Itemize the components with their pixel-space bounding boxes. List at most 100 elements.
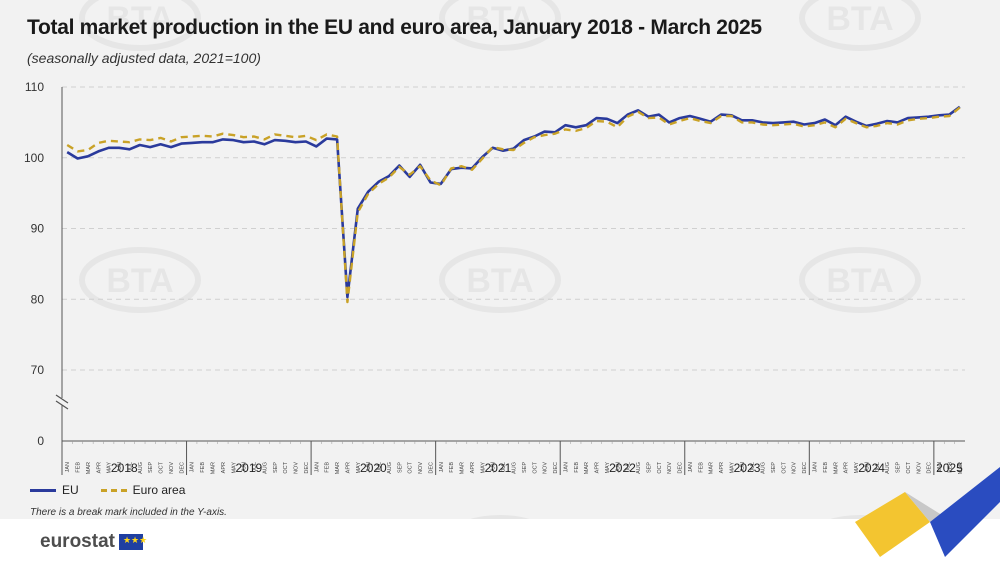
x-tick-label: SEP (273, 462, 279, 473)
eurostat-wordmark: eurostat (40, 531, 115, 552)
watermark-text: BTA (826, 262, 893, 300)
x-tick-label: NOV (792, 462, 798, 474)
watermark-ring (827, 515, 893, 520)
x-tick-label: JUN (491, 462, 497, 473)
x-tick-label: JUL (252, 462, 258, 472)
x-tick-label: AUG (512, 462, 518, 474)
break-note: There is a break mark included in the Y-… (30, 507, 227, 518)
x-tick-label: AUG (262, 462, 268, 474)
x-tick-label: MAR (709, 462, 715, 474)
x-tick-label: OCT (657, 461, 663, 473)
x-tick-label: JAN (65, 462, 71, 472)
year-label: 2018 (111, 461, 138, 475)
x-tick-label: DEC (304, 462, 310, 474)
x-tick-label: MAY (729, 462, 735, 474)
x-tick-label: AUG (138, 462, 144, 474)
x-tick-label: DEC (927, 462, 933, 474)
year-label: 2025 (936, 461, 963, 475)
x-tick-label: AUG (761, 462, 767, 474)
x-tick-label: JAN (563, 462, 569, 472)
x-tick-label: MAY (480, 462, 486, 474)
x-tick-label: OCT (408, 461, 414, 473)
x-tick-label: OCT (159, 461, 165, 473)
x-tick-label: APR (221, 462, 227, 473)
x-tick-label: FEB (449, 462, 455, 473)
x-tick-label: JUN (242, 462, 248, 473)
x-tick-label: MAR (833, 462, 839, 474)
x-tick-label: JUL (626, 462, 632, 472)
watermark-ring (439, 0, 561, 51)
x-tick-label: NOV (169, 462, 175, 474)
x-tick-label: FEB (947, 462, 953, 473)
year-label: 2022 (609, 461, 636, 475)
watermark-text: BTA (466, 262, 533, 300)
x-tick-label: JUN (740, 462, 746, 473)
watermark-icon: BTA (439, 0, 561, 51)
x-tick-label: OCT (283, 461, 289, 473)
x-tick-label: JAN (937, 462, 943, 472)
line-chart: BTA BTA BTA BTA BTA BTA BTA BTA BTA 0 70 80 90 100 11… (24, 0, 965, 520)
x-tick-label: JAN (190, 462, 196, 472)
x-tick-label: APR (96, 462, 102, 473)
x-tick-label: SEP (896, 462, 902, 473)
year-label: 2021 (485, 461, 512, 475)
x-tick-label: MAR (460, 462, 466, 474)
x-tick-label: DEC (802, 462, 808, 474)
x-tick-label: JAN (688, 462, 694, 472)
x-tick-label: MAR (86, 462, 92, 474)
x-tick-label: NOV (294, 462, 300, 474)
x-tick-label: NOV (418, 462, 424, 474)
series-euro-area-line (66, 106, 961, 304)
x-tick-label: AUG (885, 462, 891, 474)
x-tick-label: FEB (200, 462, 206, 473)
y-tick-label: 70 (31, 363, 45, 377)
x-tick-label: AUG (636, 462, 642, 474)
watermark-ring (799, 247, 921, 313)
year-label: 2024 (858, 461, 885, 475)
x-tick-label: SEP (646, 462, 652, 473)
footer-band (0, 519, 1000, 562)
corner-ribbon-icon (855, 467, 1000, 557)
x-tick-label: JUN (117, 462, 123, 473)
legend-euro-area-swatch (100, 488, 127, 492)
x-tick-label: MAY (356, 462, 362, 474)
watermark-icon: BTA (799, 247, 921, 313)
x-tick-label: OCT (532, 461, 538, 473)
y-tick-label: 90 (31, 222, 45, 236)
x-tick-label: SEP (397, 462, 403, 473)
watermark-icon: BTA (799, 0, 921, 51)
x-tick-label: APR (345, 462, 351, 473)
y-tick-label: 0 (37, 434, 44, 448)
x-tick-label: DEC (428, 462, 434, 474)
year-label: 2019 (235, 461, 262, 475)
x-tick-label: JUL (750, 462, 756, 472)
watermark-text: BTA (106, 0, 173, 38)
x-tick-label: MAY (231, 462, 237, 474)
x-tick-label: SEP (522, 462, 528, 473)
chart-subtitle: (seasonally adjusted data, 2021=100) (27, 50, 261, 66)
eu-flag-icon: ★★★ (118, 534, 147, 550)
x-tick-label: JUN (366, 462, 372, 473)
y-tick-label: 80 (31, 292, 45, 306)
x-tick-label: OCT (781, 461, 787, 473)
x-tick-label: SEP (771, 462, 777, 473)
watermark-ring (467, 515, 533, 520)
watermark-icon: BTA (827, 515, 893, 520)
x-tick-label: MAR (211, 462, 217, 474)
x-tick-label: APR (595, 462, 601, 473)
watermark-ring (107, 515, 173, 520)
x-tick-label: NOV (667, 462, 673, 474)
x-tick-label: JUL (127, 462, 133, 472)
watermark-icon: BTA (467, 515, 533, 520)
x-tick-label: FEB (823, 462, 829, 473)
legend-eu-label: EU (62, 483, 79, 497)
watermark-text: BTA (106, 262, 173, 300)
x-tick-label: MAY (605, 462, 611, 474)
x-tick-label: MAR (958, 462, 964, 474)
x-tick-label: FEB (76, 462, 82, 473)
legend-euro-area-label: Euro area (132, 483, 186, 497)
x-tick-label: MAR (584, 462, 590, 474)
watermark-ring (799, 0, 921, 51)
x-tick-label: MAY (107, 462, 113, 474)
legend-eu-swatch (30, 488, 56, 492)
